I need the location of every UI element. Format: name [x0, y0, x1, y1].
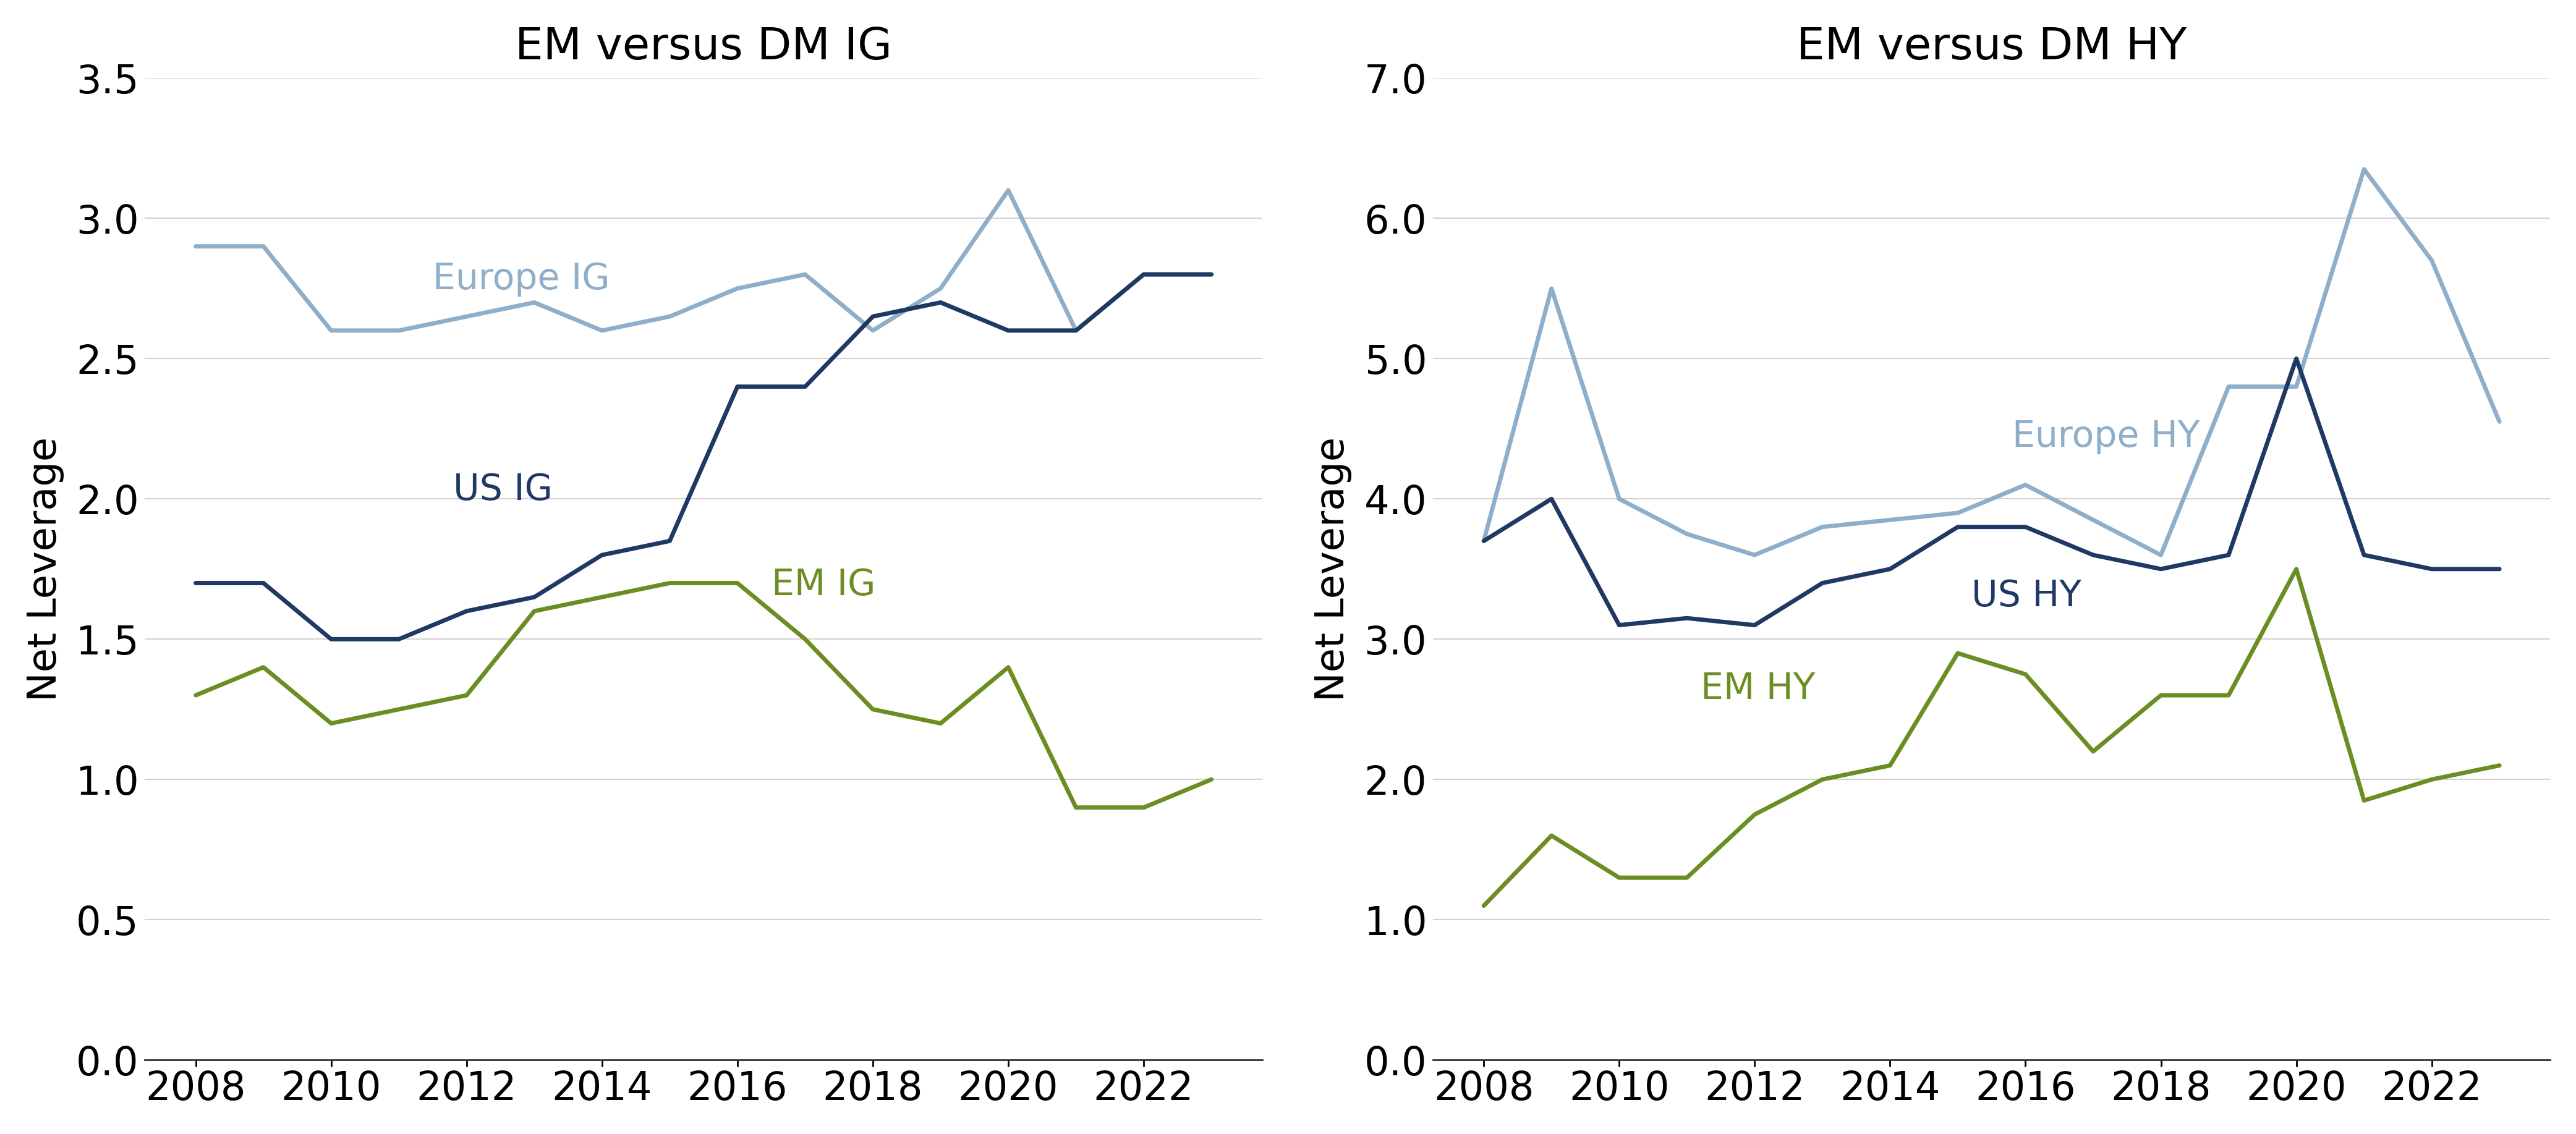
Text: Europe IG: Europe IG — [433, 262, 611, 297]
Y-axis label: Net Leverage: Net Leverage — [26, 437, 64, 701]
Title: EM versus DM IG: EM versus DM IG — [515, 26, 891, 68]
Text: US IG: US IG — [453, 472, 551, 507]
Text: Europe HY: Europe HY — [2012, 418, 2200, 454]
Text: US HY: US HY — [1971, 578, 2081, 613]
Y-axis label: Net Leverage: Net Leverage — [1314, 437, 1352, 701]
Text: EM IG: EM IG — [770, 567, 876, 602]
Title: EM versus DM HY: EM versus DM HY — [1795, 26, 2187, 68]
Text: EM HY: EM HY — [1700, 671, 1816, 706]
